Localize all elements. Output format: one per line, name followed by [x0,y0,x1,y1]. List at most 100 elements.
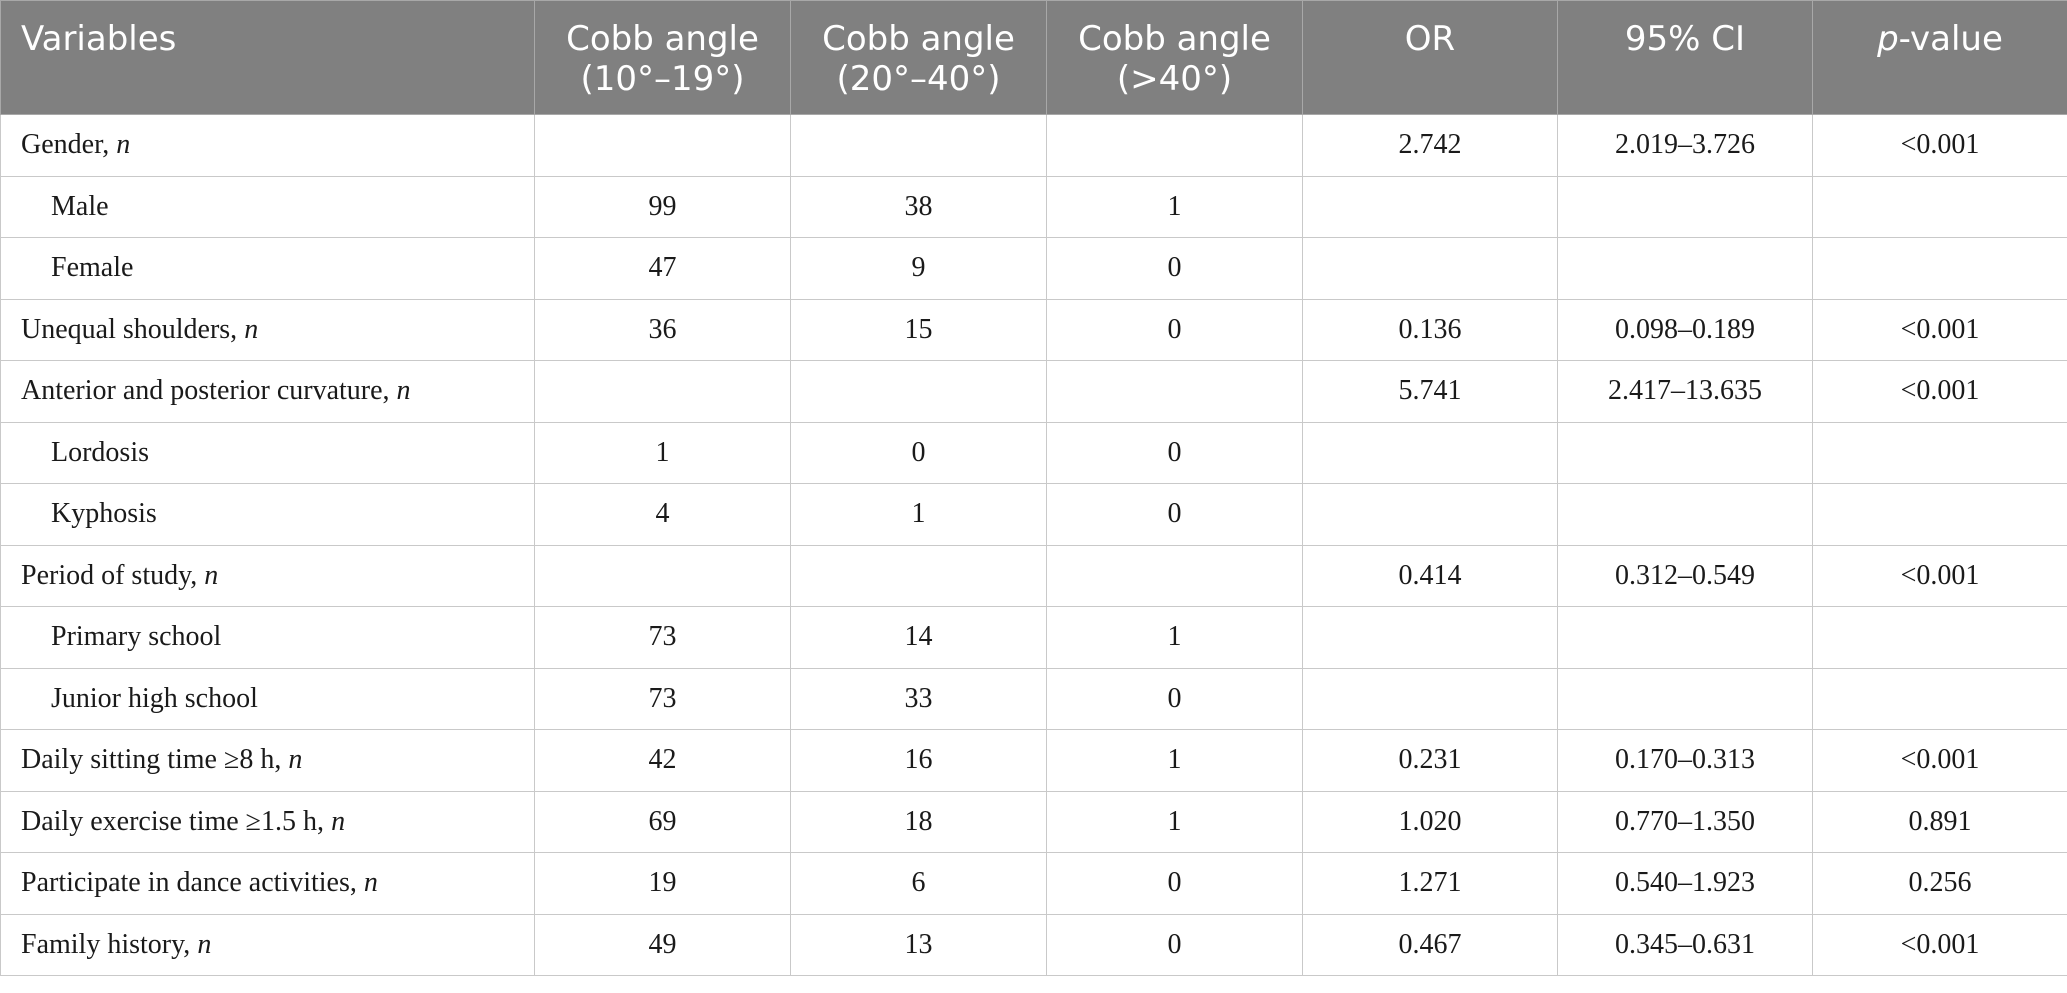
variable-n-suffix: n [197,928,212,960]
cell-cobb-10-19: 49 [534,913,791,976]
cell-cobb-10-19: 69 [534,790,791,853]
header-cobb-20-40: Cobb angle (20°–40°) [790,0,1047,115]
cell-cobb-20-40: 6 [790,852,1047,915]
cell-p-value [1812,606,2067,669]
cell-variable: Anterior and posterior curvature, n [0,360,535,423]
cell-ci [1557,237,1813,300]
cell-cobb-10-19: 19 [534,852,791,915]
cell-p-value [1812,483,2067,546]
variable-label: Participate in dance activities, [21,867,364,899]
cell-p-value [1812,421,2067,484]
cell-cobb-over-40: 1 [1046,729,1303,792]
table-row: Junior high school 73 33 0 [0,667,2067,730]
cell-variable: Gender, n [0,114,535,177]
table-row: Participate in dance activities, n 19 6 0 1.… [0,852,2067,915]
variable-n-suffix: n [244,313,259,345]
cell-ci: 0.770–1.350 [1557,790,1813,853]
cell-cobb-10-19: 4 [534,483,791,546]
cell-or [1302,483,1558,546]
cell-or: 1.271 [1302,852,1558,915]
cell-cobb-over-40: 0 [1046,913,1303,976]
cell-p-value: <0.001 [1812,360,2067,423]
header-cobb-10-19-line1: Cobb angle [566,19,759,59]
cell-or [1302,421,1558,484]
cell-cobb-20-40: 14 [790,606,1047,669]
cell-or: 2.742 [1302,114,1558,177]
variable-n-suffix: n [204,559,219,591]
cell-cobb-over-40: 1 [1046,175,1303,238]
cell-cobb-20-40: 16 [790,729,1047,792]
cell-cobb-20-40: 1 [790,483,1047,546]
cell-ci: 0.540–1.923 [1557,852,1813,915]
cell-or: 0.414 [1302,544,1558,607]
table-row: Female 47 9 0 [0,237,2067,300]
cell-ci: 0.170–0.313 [1557,729,1813,792]
cell-variable: Participate in dance activities, n [0,852,535,915]
cell-or: 0.231 [1302,729,1558,792]
cell-p-value: <0.001 [1812,913,2067,976]
variable-n-suffix: n [116,129,131,161]
cell-ci [1557,175,1813,238]
cell-p-value: <0.001 [1812,114,2067,177]
cell-p-value [1812,667,2067,730]
header-cobb-20-40-line1: Cobb angle [822,19,1015,59]
cell-cobb-10-19: 36 [534,298,791,361]
cell-cobb-over-40 [1046,360,1303,423]
cell-cobb-over-40: 0 [1046,483,1303,546]
header-p-letter: p [1877,19,1899,59]
cell-cobb-10-19: 73 [534,606,791,669]
cell-variable: Female [0,237,535,300]
cell-cobb-10-19: 99 [534,175,791,238]
table-row: Anterior and posterior curvature, n 5.741… [0,360,2067,423]
cell-ci [1557,606,1813,669]
cell-cobb-over-40: 1 [1046,790,1303,853]
cell-p-value: <0.001 [1812,544,2067,607]
cell-cobb-over-40: 1 [1046,606,1303,669]
cell-cobb-10-19: 1 [534,421,791,484]
cell-cobb-over-40: 0 [1046,421,1303,484]
header-cobb-20-40-line2: (20°–40°) [836,59,1001,99]
cell-ci [1557,483,1813,546]
variable-n-suffix: n [396,375,411,407]
cell-ci: 0.098–0.189 [1557,298,1813,361]
cell-cobb-20-40: 18 [790,790,1047,853]
cell-ci: 2.417–13.635 [1557,360,1813,423]
cell-cobb-20-40 [790,114,1047,177]
cell-p-value [1812,237,2067,300]
variable-label: Lordosis [51,436,149,468]
cell-variable: Primary school [0,606,535,669]
header-p-suffix: -value [1898,19,2003,59]
cell-variable: Daily exercise time ≥1.5 h, n [0,790,535,853]
cell-cobb-20-40: 15 [790,298,1047,361]
cell-variable: Kyphosis [0,483,535,546]
variable-label: Primary school [51,621,222,653]
cell-cobb-20-40: 9 [790,237,1047,300]
cell-ci [1557,421,1813,484]
variable-n-suffix: n [363,867,378,899]
cell-cobb-over-40: 0 [1046,298,1303,361]
cell-or: 0.136 [1302,298,1558,361]
cell-ci: 2.019–3.726 [1557,114,1813,177]
cell-cobb-20-40: 13 [790,913,1047,976]
cell-or [1302,606,1558,669]
cell-cobb-10-19 [534,114,791,177]
cell-cobb-20-40: 38 [790,175,1047,238]
cell-or [1302,175,1558,238]
variable-n-suffix: n [331,805,346,837]
table-row: Gender, n 2.742 2.019–3.726 <0.001 [0,114,2067,177]
header-row: Variables Cobb angle (10°–19°) Cobb angl… [0,0,2067,115]
cell-or [1302,237,1558,300]
header-cobb-over-40-line1: Cobb angle [1078,19,1271,59]
cell-variable: Unequal shoulders, n [0,298,535,361]
cell-variable: Male [0,175,535,238]
cell-variable: Daily sitting time ≥8 h, n [0,729,535,792]
header-cobb-over-40: Cobb angle (>40°) [1046,0,1303,115]
header-cobb-over-40-line2: (>40°) [1116,59,1233,99]
variable-label: Unequal shoulders, [21,313,245,345]
variable-label: Daily sitting time ≥8 h, [21,744,289,776]
variable-label: Daily exercise time ≥1.5 h, [21,805,332,837]
variable-n-suffix: n [288,744,303,776]
variable-label: Family history, [21,928,198,960]
cell-or: 5.741 [1302,360,1558,423]
table-row: Daily sitting time ≥8 h, n 42 16 1 0.231 0.17… [0,729,2067,792]
